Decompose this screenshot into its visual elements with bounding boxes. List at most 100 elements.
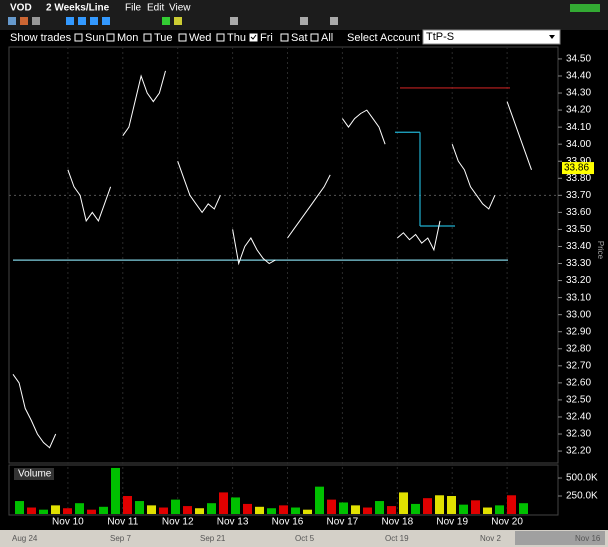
y-tick-label: 32.70 bbox=[566, 360, 591, 371]
volume-bar bbox=[267, 508, 276, 514]
x-tick-label: Nov 19 bbox=[436, 517, 468, 528]
icon[interactable] bbox=[330, 17, 338, 25]
price-panel bbox=[8, 46, 559, 464]
volume-bar bbox=[15, 501, 24, 514]
y-tick-label: 34.50 bbox=[566, 54, 591, 65]
checkbox[interactable] bbox=[280, 33, 289, 42]
y-axis-label: Price bbox=[596, 241, 605, 260]
volume-bar bbox=[159, 507, 168, 514]
volume-bar bbox=[315, 486, 324, 514]
volume-bar bbox=[303, 509, 312, 514]
volume-bar bbox=[459, 504, 468, 514]
icon[interactable] bbox=[20, 17, 28, 25]
checkbox[interactable] bbox=[216, 33, 225, 42]
icon[interactable] bbox=[174, 17, 182, 25]
volume-bar bbox=[495, 505, 504, 514]
volume-bar bbox=[471, 500, 480, 514]
volume-bar bbox=[39, 509, 48, 514]
scroll-thumb[interactable] bbox=[515, 531, 605, 545]
menu-item[interactable]: View bbox=[169, 3, 191, 14]
checkbox[interactable] bbox=[106, 33, 115, 42]
y-tick-label: 34.20 bbox=[566, 105, 591, 116]
icon[interactable] bbox=[32, 17, 40, 25]
scroll-date: Sep 21 bbox=[200, 534, 226, 543]
volume-label-bg bbox=[14, 468, 54, 480]
icon[interactable] bbox=[8, 17, 16, 25]
icon[interactable] bbox=[300, 17, 308, 25]
volume-bar bbox=[339, 502, 348, 514]
y-tick-label: 33.00 bbox=[566, 309, 591, 320]
checkbox[interactable] bbox=[178, 33, 187, 42]
volume-bar bbox=[363, 507, 372, 514]
dropdown-arrow[interactable] bbox=[549, 35, 555, 39]
x-tick-label: Nov 11 bbox=[107, 517, 138, 528]
menu-item[interactable]: File bbox=[125, 3, 142, 14]
x-tick-label: Nov 13 bbox=[217, 517, 249, 528]
menu-item[interactable]: Edit bbox=[147, 3, 164, 14]
volume-bar bbox=[447, 496, 456, 514]
icon[interactable] bbox=[66, 17, 74, 25]
y-tick-label: 32.80 bbox=[566, 343, 591, 354]
icon[interactable] bbox=[230, 17, 238, 25]
volume-title: Volume bbox=[18, 469, 52, 480]
checkbox-label: Fri bbox=[260, 32, 273, 44]
volume-bar bbox=[243, 503, 252, 514]
checkbox[interactable] bbox=[310, 33, 319, 42]
volume-bar bbox=[147, 505, 156, 514]
y-tick-label: 32.40 bbox=[566, 412, 591, 423]
scroll-date: Aug 24 bbox=[12, 534, 38, 543]
scroll-date: Oct 5 bbox=[295, 534, 315, 543]
volume-bar bbox=[111, 467, 120, 514]
y-tick-label: 32.20 bbox=[566, 446, 591, 457]
check-mark bbox=[250, 34, 257, 40]
checkbox[interactable] bbox=[143, 33, 152, 42]
volume-bar bbox=[387, 506, 396, 514]
checkbox[interactable] bbox=[249, 33, 258, 42]
y-tick-label: 33.70 bbox=[566, 190, 591, 201]
checkbox[interactable] bbox=[74, 33, 83, 42]
period[interactable]: 2 Weeks/Line bbox=[46, 3, 110, 14]
volume-bar bbox=[255, 506, 264, 514]
x-tick-label: Nov 16 bbox=[272, 517, 304, 528]
volume-bar bbox=[219, 492, 228, 514]
volume-bar bbox=[291, 507, 300, 514]
symbol[interactable]: VOD bbox=[10, 3, 32, 14]
y-tick-label: 33.10 bbox=[566, 292, 591, 303]
last-price-box bbox=[562, 162, 594, 175]
y-tick-label: 34.10 bbox=[566, 122, 591, 133]
x-tick-label: Nov 17 bbox=[327, 517, 359, 528]
y-tick-label: 34.00 bbox=[566, 139, 591, 150]
x-tick-label: Nov 10 bbox=[52, 517, 84, 528]
icon[interactable] bbox=[78, 17, 86, 25]
volume-bar bbox=[171, 499, 180, 514]
icon[interactable] bbox=[90, 17, 98, 25]
volume-bar bbox=[99, 506, 108, 514]
y-tick-label: 33.60 bbox=[566, 207, 591, 218]
scroll-date: Nov 2 bbox=[480, 534, 501, 543]
icon[interactable] bbox=[102, 17, 110, 25]
y-tick-label: 33.80 bbox=[566, 173, 591, 184]
x-tick-label: Nov 18 bbox=[381, 517, 413, 528]
scrollbar[interactable] bbox=[0, 530, 608, 547]
volume-bar bbox=[135, 501, 144, 514]
checkbox-label: Sat bbox=[291, 32, 308, 44]
account-value[interactable]: TtP-S bbox=[426, 31, 454, 43]
volume-bar bbox=[27, 507, 36, 514]
icon[interactable] bbox=[162, 17, 170, 25]
volume-bar bbox=[51, 505, 60, 514]
volume-bar bbox=[507, 495, 516, 514]
account-dropdown[interactable] bbox=[422, 29, 561, 45]
window-buttons[interactable] bbox=[570, 4, 600, 12]
day-filters: Sun Mon Tue Wed Thu Fri Sat All bbox=[74, 32, 333, 44]
volume-bar bbox=[231, 497, 240, 514]
y-tick-label: 33.50 bbox=[566, 224, 591, 235]
volume-bar bbox=[375, 501, 384, 514]
y-tick-label: 34.40 bbox=[566, 71, 591, 82]
y-tick-label: 500.0K bbox=[566, 473, 598, 484]
volume-bar bbox=[327, 499, 336, 514]
scroll-date: Nov 16 bbox=[575, 534, 601, 543]
checkbox-label: All bbox=[321, 32, 333, 44]
y-tick-label: 34.30 bbox=[566, 88, 591, 99]
